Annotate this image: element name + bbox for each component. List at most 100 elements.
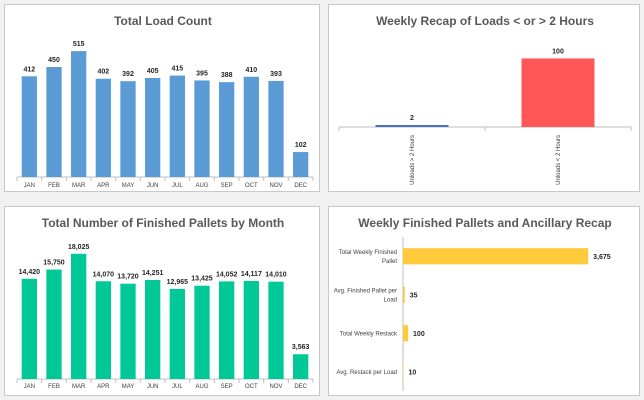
finished-pallets-chart: Total Number of Finished Pallets by Mont… bbox=[16, 216, 314, 390]
ancillary-recap-category-label: Total Weekly Finished bbox=[339, 250, 397, 256]
load-count-bar bbox=[46, 67, 62, 177]
load-count-bar bbox=[243, 76, 259, 177]
finished-pallets-category-label: JUN bbox=[147, 384, 159, 390]
load-count-category-label: JAN bbox=[24, 183, 35, 189]
finished-pallets-bar bbox=[293, 354, 309, 379]
weekly-recap-bar bbox=[521, 58, 595, 127]
ancillary-recap-data-label: 35 bbox=[410, 292, 418, 299]
load-count-data-label: 405 bbox=[147, 68, 159, 75]
load-count-category-label: NOV bbox=[269, 183, 282, 189]
finished-pallets-category-label: JAN bbox=[24, 384, 35, 390]
load-count-bar bbox=[71, 51, 87, 177]
finished-pallets-category-label: DEC bbox=[294, 384, 307, 390]
ancillary-recap-panel: Weekly Finished Pallets and Ancillary Re… bbox=[328, 206, 640, 396]
finished-pallets-category-label: FEB bbox=[48, 384, 60, 390]
load-count-data-label: 102 bbox=[295, 142, 307, 149]
finished-pallets-bar bbox=[46, 269, 62, 379]
finished-pallets-category-label: AUG bbox=[195, 384, 208, 390]
finished-pallets-data-label: 14,251 bbox=[142, 270, 164, 277]
finished-pallets-data-label: 3,563 bbox=[292, 344, 310, 351]
weekly-recap-bar bbox=[375, 125, 449, 127]
load-count-data-label: 392 bbox=[122, 71, 134, 78]
weekly-recap-title: Weekly Recap of Loads < or > 2 Hours bbox=[376, 14, 594, 28]
load-count-title: Total Load Count bbox=[114, 14, 212, 28]
load-count-data-label: 450 bbox=[48, 57, 60, 64]
load-count-category-label: SEP bbox=[221, 183, 233, 189]
load-count-category-label: FEB bbox=[48, 183, 60, 189]
finished-pallets-category-label: MAR bbox=[72, 384, 86, 390]
finished-pallets-bar bbox=[145, 279, 161, 379]
load-count-data-label: 410 bbox=[245, 67, 257, 74]
finished-pallets-data-label: 15,750 bbox=[43, 260, 65, 267]
load-count-category-label: OCT bbox=[245, 183, 258, 189]
finished-pallets-bar bbox=[194, 285, 210, 379]
finished-pallets-category-label: NOV bbox=[269, 384, 282, 390]
load-count-bar bbox=[21, 76, 37, 177]
load-count-category-label: JUL bbox=[172, 183, 183, 189]
load-count-panel: Total Load Count 412 JAN 450 FEB 515 MAR 402 APR… bbox=[4, 4, 320, 192]
finished-pallets-data-label: 14,010 bbox=[265, 272, 287, 279]
ancillary-recap-bar bbox=[403, 286, 405, 303]
ancillary-recap-category-label: Avg. Restack per Load bbox=[336, 370, 397, 376]
finished-pallets-data-label: 14,117 bbox=[241, 271, 262, 278]
load-count-data-label: 412 bbox=[23, 66, 35, 73]
weekly-recap-chart: Weekly Recap of Loads < or > 2 Hours 2 Unl… bbox=[338, 14, 632, 185]
ancillary-recap-category-label: Pallet bbox=[382, 259, 397, 265]
finished-pallets-bar bbox=[268, 281, 284, 379]
load-count-bar bbox=[120, 81, 136, 177]
finished-pallets-data-label: 18,025 bbox=[68, 244, 90, 251]
load-count-data-label: 515 bbox=[73, 41, 85, 48]
finished-pallets-bar bbox=[71, 253, 87, 379]
finished-pallets-bar bbox=[169, 288, 185, 379]
load-count-chart: Total Load Count 412 JAN 450 FEB 515 MAR 402 APR… bbox=[16, 14, 314, 189]
ancillary-recap-data-label: 10 bbox=[409, 369, 417, 376]
load-count-category-label: MAR bbox=[72, 183, 86, 189]
weekly-recap-data-label: 100 bbox=[552, 48, 564, 55]
finished-pallets-category-label: MAY bbox=[122, 384, 135, 390]
finished-pallets-bar bbox=[95, 281, 111, 379]
finished-pallets-panel: Total Number of Finished Pallets by Mont… bbox=[4, 206, 320, 396]
load-count-category-label: AUG bbox=[195, 183, 208, 189]
finished-pallets-category-label: OCT bbox=[245, 384, 258, 390]
finished-pallets-category-label: APR bbox=[97, 384, 110, 390]
load-count-bar bbox=[169, 75, 185, 177]
load-count-bar bbox=[194, 80, 210, 177]
finished-pallets-data-label: 13,425 bbox=[191, 276, 213, 283]
weekly-recap-category-label: Unloads < 2 Hours bbox=[556, 135, 562, 185]
ancillary-recap-chart: Weekly Finished Pallets and Ancillary Re… bbox=[334, 216, 612, 391]
ancillary-recap-bar bbox=[403, 325, 409, 342]
finished-pallets-data-label: 14,052 bbox=[216, 271, 238, 278]
finished-pallets-category-label: JUL bbox=[172, 384, 183, 390]
finished-pallets-title: Total Number of Finished Pallets by Mont… bbox=[42, 216, 284, 230]
ancillary-recap-title: Weekly Finished Pallets and Ancillary Re… bbox=[358, 216, 611, 230]
load-count-data-label: 388 bbox=[221, 72, 233, 79]
load-count-data-label: 402 bbox=[97, 69, 109, 76]
load-count-bar bbox=[95, 78, 111, 177]
load-count-bar bbox=[293, 152, 309, 177]
ancillary-recap-bar bbox=[403, 248, 589, 265]
load-count-category-label: DEC bbox=[294, 183, 307, 189]
finished-pallets-data-label: 13,720 bbox=[117, 274, 139, 281]
ancillary-recap-category-label: Total Weekly Restack bbox=[340, 331, 398, 337]
finished-pallets-bar bbox=[219, 281, 235, 379]
finished-pallets-bar bbox=[243, 280, 259, 379]
finished-pallets-category-label: SEP bbox=[221, 384, 233, 390]
finished-pallets-data-label: 12,965 bbox=[167, 279, 189, 286]
load-count-bar bbox=[268, 80, 284, 177]
load-count-bar bbox=[145, 78, 161, 177]
load-count-category-label: MAY bbox=[122, 183, 135, 189]
ancillary-recap-category-label: Avg. Finished Pallet per bbox=[334, 288, 397, 294]
ancillary-recap-category-label: Load bbox=[384, 297, 397, 303]
ancillary-recap-data-label: 100 bbox=[413, 331, 425, 338]
load-count-data-label: 393 bbox=[270, 71, 282, 78]
finished-pallets-bar bbox=[21, 278, 37, 379]
finished-pallets-bar bbox=[120, 283, 136, 379]
weekly-recap-category-label: Unloads > 2 Hours bbox=[410, 135, 416, 185]
load-count-category-label: APR bbox=[97, 183, 110, 189]
weekly-recap-data-label: 2 bbox=[410, 115, 414, 122]
load-count-bar bbox=[219, 82, 235, 177]
finished-pallets-data-label: 14,420 bbox=[19, 269, 41, 276]
weekly-recap-panel: Weekly Recap of Loads < or > 2 Hours 2 Unl… bbox=[328, 4, 640, 192]
finished-pallets-data-label: 14,070 bbox=[93, 271, 115, 278]
load-count-data-label: 415 bbox=[171, 66, 183, 73]
